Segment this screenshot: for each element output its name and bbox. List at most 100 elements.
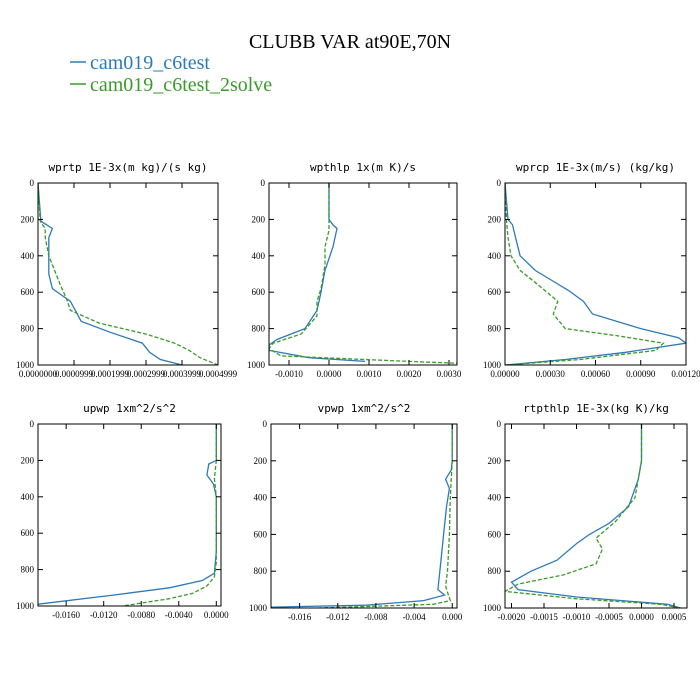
panel-3: wprcp 1E-3x(m/s) (kg/kg) 0 200 400 600 800 100… <box>483 161 700 379</box>
panel-6-xtick-label-1: -0.0015 <box>530 612 558 622</box>
panel-3-frame <box>504 182 687 366</box>
panel-6: rtpthlp 1E-3x(kg K)/kg02004006008001000-… <box>483 402 688 622</box>
panel-5-ytick-label-3: 600 <box>254 529 268 539</box>
panels: wprtp 1E-3x(m kg)/(s kg) 0 200 400 600 800 100… <box>16 161 700 622</box>
figure-title: CLUBB VAR at90E,70N <box>249 31 451 53</box>
panel-6-frame <box>504 423 688 609</box>
panel-6-xtick-label-0: -0.0020 <box>498 612 526 622</box>
panel-3-series-1-line <box>505 183 686 365</box>
panel-6-xtick-label-2: -0.0010 <box>563 612 591 622</box>
panel-4-xtick-label-1: -0.0120 <box>90 610 118 620</box>
panel-4-ytick-label-1: 200 <box>21 455 35 465</box>
panel-4-ytick-label-2: 400 <box>21 492 35 502</box>
panel-6-ytick-label-3: 600 <box>488 529 502 539</box>
panel-2-series-2-line <box>269 183 457 364</box>
panel-4-xtick-label-0: -0.0160 <box>52 610 80 620</box>
panel-2-title: wpthlp 1x(m K)/s <box>310 161 416 174</box>
panel-3-ytick-label-0: 0 <box>497 178 502 188</box>
panel-6-series-1-line <box>510 424 681 608</box>
panel-1-xtick-label-2: 0.0001999 <box>91 369 130 379</box>
panel-1-ytick-label-2: 400 <box>21 251 35 261</box>
panel-5-series-2-line <box>318 424 453 608</box>
panel-2-frame <box>268 182 458 366</box>
panel-4-ytick-label-5: 1000 <box>16 601 35 611</box>
panel-2-xtick-label-3: 0.0020 <box>397 369 422 379</box>
panel-5-xtick-label-2: -0.008 <box>364 612 388 622</box>
panel-2-xtick-label-2: 0.0010 <box>357 369 382 379</box>
panel-2-ytick-label-1: 200 <box>252 214 266 224</box>
panel-2-xtick-label-4: 0.0030 <box>437 369 462 379</box>
panel-2-ytick-label-0: 0 <box>261 178 266 188</box>
panel-6-xtick-label-5: 0.0005 <box>662 612 687 622</box>
panel-3-series-2-line <box>505 183 665 365</box>
panel-6-xtick-label-3: -0.0005 <box>595 612 623 622</box>
panel-5-ytick-label-2: 400 <box>254 493 268 503</box>
panel-1-xtick-label-0: 0.0000000 <box>19 369 58 379</box>
panel-4-xtick-label-4: 0.0000 <box>204 610 229 620</box>
panel-6-ytick-label-5: 1000 <box>483 603 502 613</box>
panel-4: upwp 1xm^2/s^2 0 200 400 600 800 1000 -0.0160 -0… <box>16 402 229 620</box>
panel-2-xtick-label-1: 0.0000 <box>317 369 342 379</box>
panel-5-ytick-label-0: 0 <box>263 419 268 429</box>
panel-4-ytick-label-0: 0 <box>30 419 35 429</box>
panel-6-ytick-label-0: 0 <box>497 419 502 429</box>
panel-1-title: wprtp 1E-3x(m kg)/(s kg) <box>49 161 208 174</box>
panel-5-ytick-label-1: 200 <box>254 456 268 466</box>
panel-2: wpthlp 1x(m K)/s 0 200 400 600 800 1000 -0.0010… <box>247 161 462 379</box>
panel-3-title: wprcp 1E-3x(m/s) (kg/kg) <box>516 161 675 174</box>
panel-2-ytick-label-4: 800 <box>252 324 266 334</box>
panel-5-series-1-line <box>271 424 453 608</box>
panel-2-ytick-label-2: 400 <box>252 251 266 261</box>
panel-3-xtick-label-0: 0.00000 <box>490 369 520 379</box>
panel-4-xtick-label-2: -0.0080 <box>127 610 155 620</box>
panel-3-xtick-label-1: 0.00030 <box>536 369 566 379</box>
panel-4-xtick-label-3: -0.0040 <box>165 610 193 620</box>
panel-1-ytick-label-5: 1000 <box>16 360 35 370</box>
panel-3-xtick-label-3: 0.00090 <box>626 369 656 379</box>
panel-3-ytick-label-2: 400 <box>488 251 502 261</box>
panel-1-series-2-line <box>38 183 218 365</box>
panel-6-ytick-label-2: 400 <box>488 493 502 503</box>
panel-6-ytick-label-4: 800 <box>488 566 502 576</box>
panel-5-title: vpwp 1xm^2/s^2 <box>318 402 411 415</box>
panel-5-xtick-label-1: -0.012 <box>326 612 349 622</box>
panel-1-ytick-label-1: 200 <box>21 214 35 224</box>
panel-3-ytick-label-5: 1000 <box>483 360 502 370</box>
panel-3-ytick-label-3: 600 <box>488 287 502 297</box>
panel-5-xtick-label-3: -0.004 <box>402 612 426 622</box>
panel-2-series-1-line <box>269 183 366 363</box>
panel-3-ytick-label-4: 800 <box>488 324 502 334</box>
panel-5: vpwp 1xm^2/s^2 0 200 400 600 800 1000 -0.016 -0.… <box>249 402 463 622</box>
panel-4-ytick-label-4: 800 <box>21 565 35 575</box>
panel-1-xtick-label-1: 0.0000999 <box>55 369 94 379</box>
panel-5-frame <box>270 423 458 609</box>
panel-4-series-1-line <box>38 424 217 605</box>
panel-3-xtick-label-2: 0.00060 <box>581 369 611 379</box>
legend-entry-c6test: cam019_c6test <box>70 52 210 74</box>
legend-entry-c6test-2solve: cam019_c6test_2solve <box>70 74 272 96</box>
panel-3-ytick-label-1: 200 <box>488 214 502 224</box>
legend-label-c6test-2solve: cam019_c6test_2solve <box>90 74 272 96</box>
panel-4-title: upwp 1xm^2/s^2 <box>83 402 176 415</box>
panel-1-ytick-label-3: 600 <box>21 287 35 297</box>
panel-1-xtick-label-3: 0.0002999 <box>127 369 166 379</box>
panel-6-title: rtpthlp 1E-3x(kg K)/kg <box>523 402 669 415</box>
panel-4-series-2-line <box>122 424 217 606</box>
panel-1-ytick-label-4: 800 <box>21 324 35 334</box>
panel-2-ytick-label-5: 1000 <box>247 360 266 370</box>
panel-5-ytick-label-5: 1000 <box>249 603 268 613</box>
panel-1-xtick-label-5: 0.0004999 <box>199 369 238 379</box>
panel-3-xtick-label-4: 0.00120 <box>671 369 700 379</box>
panel-6-xtick-label-4: 0.0000 <box>629 612 654 622</box>
panel-6-ytick-label-1: 200 <box>488 456 502 466</box>
panel-1-ytick-label-0: 0 <box>30 178 35 188</box>
panel-5-ytick-label-4: 800 <box>254 566 268 576</box>
panel-1-frame <box>37 182 219 366</box>
legend-label-c6test: cam019_c6test <box>90 52 210 74</box>
panel-2-ytick-label-3: 600 <box>252 287 266 297</box>
panel-4-frame <box>37 423 222 607</box>
panel-1-series-1-line <box>38 183 183 365</box>
panel-5-xtick-label-4: 0.000 <box>442 612 463 622</box>
panel-4-ytick-label-3: 600 <box>21 528 35 538</box>
